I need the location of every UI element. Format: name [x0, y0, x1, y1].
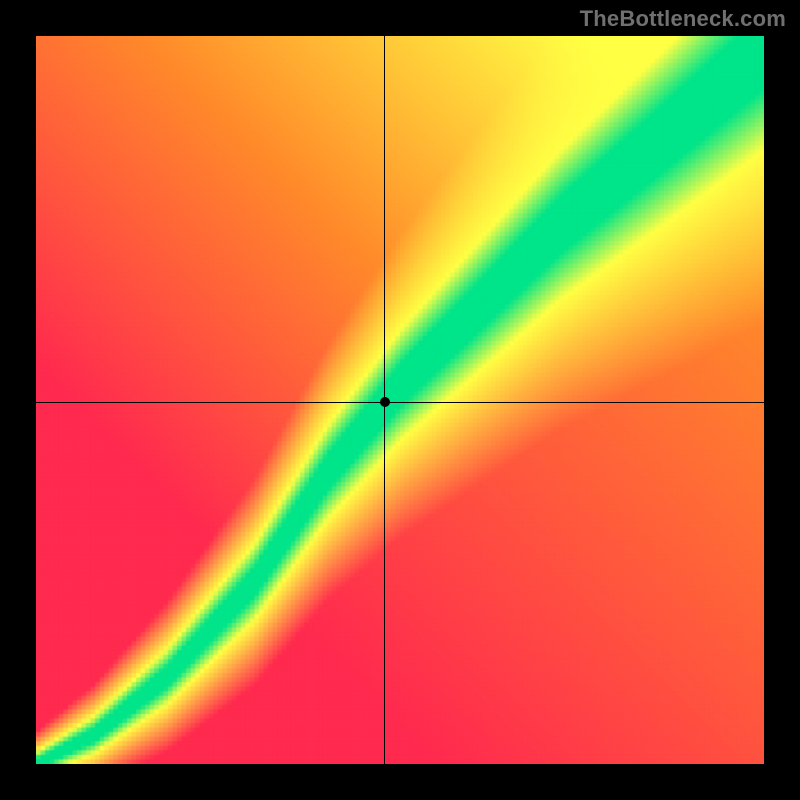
crosshair-horizontal: [36, 402, 764, 403]
crosshair-marker: [380, 397, 390, 407]
watermark-text: TheBottleneck.com: [580, 6, 786, 32]
chart-frame: [36, 36, 764, 764]
heatmap-canvas: [36, 36, 764, 764]
